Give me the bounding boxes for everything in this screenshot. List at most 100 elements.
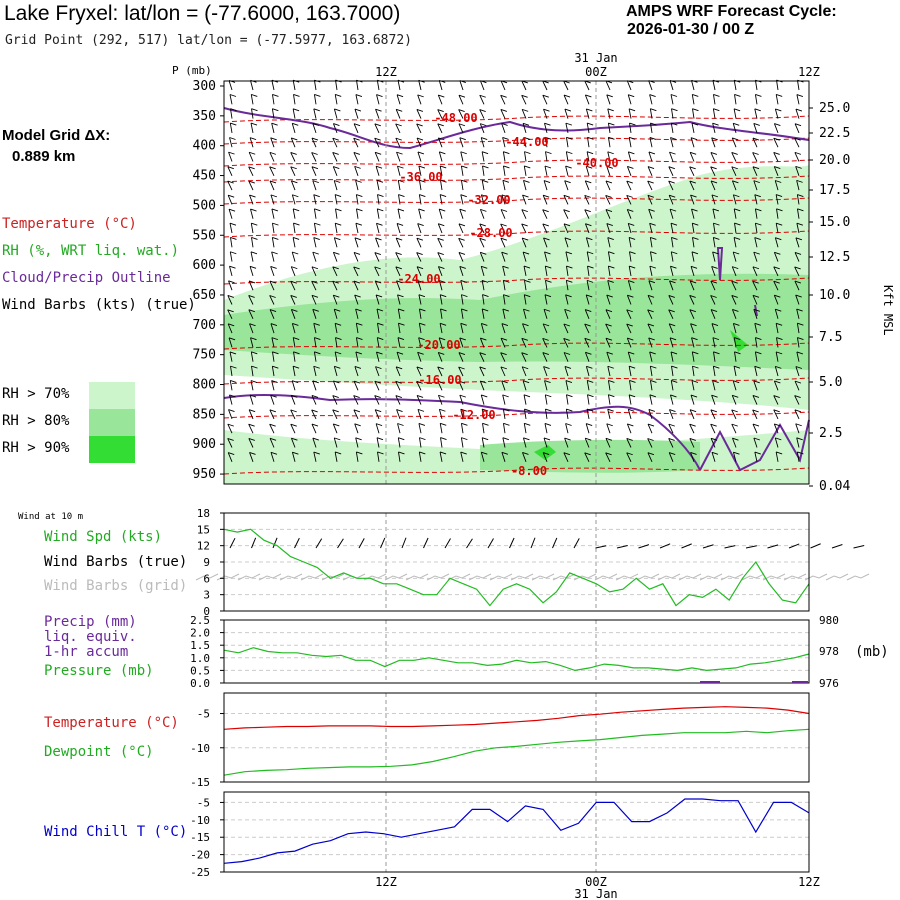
wind-barb (649, 266, 653, 276)
wind-barb (228, 280, 233, 291)
wind-barb (544, 294, 548, 305)
temperature-contour (223, 159, 810, 167)
surface-wind-barb (810, 543, 821, 549)
wind-barb (479, 352, 485, 362)
wind-barb (542, 194, 548, 205)
wind-barb (647, 180, 653, 191)
wind-barb-flag (480, 337, 487, 341)
wind-barb-flag (671, 108, 678, 112)
wind-barb (711, 266, 716, 277)
wind-barb (713, 223, 716, 234)
wind-barb-flag (773, 395, 780, 398)
wind-barb (313, 323, 317, 334)
wind-barb (440, 437, 443, 448)
wind-barb (228, 209, 233, 219)
wind-barb (795, 237, 800, 248)
wind-barb-flag (481, 194, 488, 198)
wind-barb (355, 94, 359, 105)
top-time-label-00z: 00Z (585, 65, 607, 79)
rh-legend-90-swatch (89, 436, 135, 463)
wind-barb (374, 137, 380, 148)
wind-barb-flag (563, 223, 571, 227)
wind-barb-flag (482, 422, 489, 426)
wind-barb (269, 180, 275, 191)
bottom-time-label-12z-2: 12Z (798, 875, 820, 889)
wind-barb (311, 266, 317, 277)
wind-barb-flag (710, 151, 718, 155)
wind-barb (292, 237, 296, 248)
wind-barb (690, 194, 695, 205)
wind-barb (605, 338, 611, 348)
wind-barb (522, 194, 527, 205)
wind-barb-flag (522, 122, 530, 126)
wind-barb-flag (460, 280, 467, 283)
wind-barb (669, 151, 674, 162)
wind-barb-flag (566, 136, 573, 140)
wind-barb (650, 251, 653, 262)
wind-barb (690, 323, 695, 334)
wind-barb-flag (249, 409, 256, 413)
wind-barb-flag (395, 395, 402, 398)
wind-barb-flag (482, 179, 489, 183)
wind-barb (248, 280, 254, 291)
wind-barb-flag (269, 180, 277, 184)
wind-barb-flag (355, 308, 362, 312)
wind-barb-flag (773, 280, 780, 284)
wind-barb (419, 308, 422, 319)
wind-barb (229, 251, 233, 262)
grid-wind-barb (447, 573, 471, 581)
wind-barb (711, 323, 716, 334)
wind-barb-flag (269, 437, 277, 441)
temperature-contour (223, 175, 810, 183)
wind-barb-flag (500, 109, 508, 112)
wind-barb (229, 137, 233, 148)
wind-barb-flag (564, 437, 571, 441)
wind-barb (752, 395, 758, 405)
wind-barb (754, 108, 758, 119)
wind-barb (712, 208, 716, 219)
wind-barb-flag (584, 209, 591, 213)
wind-barb-flag (668, 423, 675, 427)
wind-barb-flag (608, 265, 615, 269)
wind-barb (480, 452, 485, 462)
wind-barb-flag (752, 280, 759, 284)
wind-barb (250, 351, 254, 362)
wind-barb (353, 395, 359, 405)
upper-air-wind-barbs (227, 79, 804, 462)
wind-barb (691, 351, 695, 362)
wind-barb (731, 423, 737, 434)
wind-barb-flag (585, 351, 592, 355)
wind-barb-flag (731, 423, 738, 427)
wind-barb-flag (733, 251, 740, 255)
wind-barb-flag (482, 308, 489, 312)
wind-barb (649, 394, 653, 405)
wind-barb (416, 109, 422, 119)
wind-barb (417, 409, 422, 420)
wind-barb-flag (647, 294, 655, 298)
wind-barb (376, 351, 380, 362)
wind-barb-flag (251, 365, 258, 369)
wind-barb-flag (354, 294, 361, 298)
pressure-series (223, 647, 810, 672)
wind-barb (670, 266, 674, 277)
height-tick-label: 10.0 (819, 288, 850, 303)
wind-barb-flag (440, 422, 447, 426)
wind-barb-flag (503, 151, 510, 155)
wind-barb-flag (230, 108, 237, 112)
wind-barb-flag (650, 108, 657, 112)
wind-barb (460, 294, 464, 305)
wind-barb (752, 152, 758, 162)
wind-barb-flag (292, 108, 300, 112)
wind-barb-flag (376, 179, 384, 183)
wind-barb-flag (251, 222, 258, 226)
pressure-axis-title: P (mb) (172, 64, 212, 77)
wind-barb (585, 166, 590, 176)
wind-barb-flag (353, 251, 361, 255)
wind-barb-flag (587, 394, 594, 398)
wind-barb (754, 194, 758, 205)
wind-barb (482, 165, 485, 176)
wind-barb (563, 209, 569, 219)
wind-barb (374, 280, 380, 291)
wind-barb (626, 323, 632, 334)
wind-barb (460, 437, 464, 448)
